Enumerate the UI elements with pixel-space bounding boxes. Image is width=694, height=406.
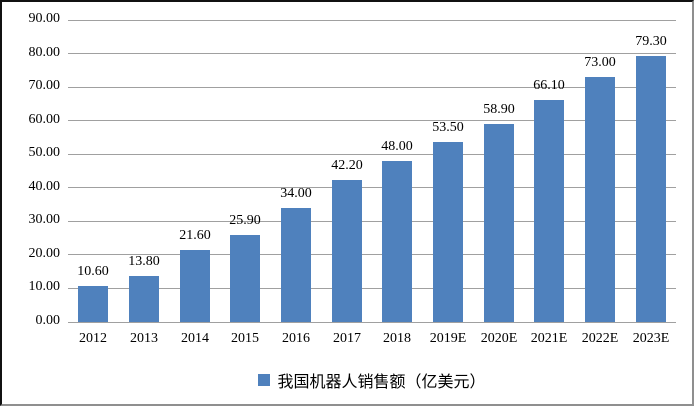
x-axis-tick-label: 2022E: [581, 331, 619, 346]
bar-value-label: 53.50: [432, 120, 464, 135]
bar-value-label: 13.80: [128, 254, 160, 269]
x-axis-tick-label: 2014: [181, 331, 209, 346]
gridline: [68, 153, 676, 155]
gridline: [68, 86, 676, 88]
x-axis-tick-label: 2020E: [480, 331, 518, 346]
y-axis-tick-label: 20.00: [28, 245, 61, 261]
legend-label: 我国机器人销售额（亿美元）: [277, 374, 486, 391]
bar-value-label: 25.90: [229, 213, 261, 228]
y-axis-tick-label: 30.00: [28, 212, 61, 228]
bar: [129, 276, 159, 322]
bar-value-label: 73.00: [584, 55, 616, 70]
y-axis-tick-label: 90.00: [28, 11, 61, 26]
gridline: [68, 19, 676, 21]
x-axis-tick-label: 2015: [231, 331, 259, 346]
bar-value-label: 34.00: [280, 186, 312, 201]
x-axis-tick-label: 2016: [282, 331, 310, 346]
y-axis-tick-label: 40.00: [28, 178, 61, 194]
y-axis-tick-label: 10.00: [28, 279, 61, 295]
legend: 我国机器人销售额（亿美元）: [68, 368, 676, 392]
gridline: [68, 287, 676, 289]
bar-value-label: 21.60: [179, 228, 211, 243]
x-axis-tick-label: 2021E: [530, 331, 568, 346]
x-axis-tick-label: 2017: [333, 331, 361, 346]
bar: [180, 250, 210, 322]
x-axis-tick-label: 2018: [383, 331, 411, 346]
x-axis-tick-label: 2012: [79, 331, 107, 346]
bar-value-label: 10.60: [77, 264, 109, 279]
y-axis-tick-label: 80.00: [28, 44, 61, 60]
legend-marker-icon: [258, 374, 271, 386]
gridline: [68, 254, 676, 256]
bar: [636, 56, 666, 322]
gridline: [68, 120, 676, 122]
bar: [433, 142, 463, 322]
bar: [484, 124, 514, 322]
bar-value-label: 66.10: [533, 78, 565, 93]
bar: [78, 286, 108, 322]
x-axis-tick-label: 2023E: [632, 331, 670, 346]
y-axis-tick-label: 60.00: [28, 111, 61, 127]
y-axis-tick-label: 0.00: [35, 313, 61, 328]
bar-value-label: 48.00: [381, 139, 413, 154]
x-axis-tick-label: 2019E: [429, 331, 467, 346]
gridline: [68, 220, 676, 222]
bar: [281, 208, 311, 322]
bar-value-label: 42.20: [331, 158, 363, 173]
bar: [585, 77, 615, 322]
bar: [534, 100, 564, 322]
x-axis-line: [68, 321, 676, 323]
y-axis-tick-label: 70.00: [28, 78, 61, 94]
bar-value-label: 79.30: [635, 34, 667, 49]
bar: [382, 161, 412, 322]
bar: [332, 180, 362, 322]
bar: [230, 235, 260, 322]
gridline: [68, 53, 676, 55]
y-axis-tick-label: 50.00: [28, 145, 61, 161]
gridline: [68, 187, 676, 189]
x-axis-tick-label: 2013: [130, 331, 158, 346]
bar-value-label: 58.90: [483, 102, 515, 117]
